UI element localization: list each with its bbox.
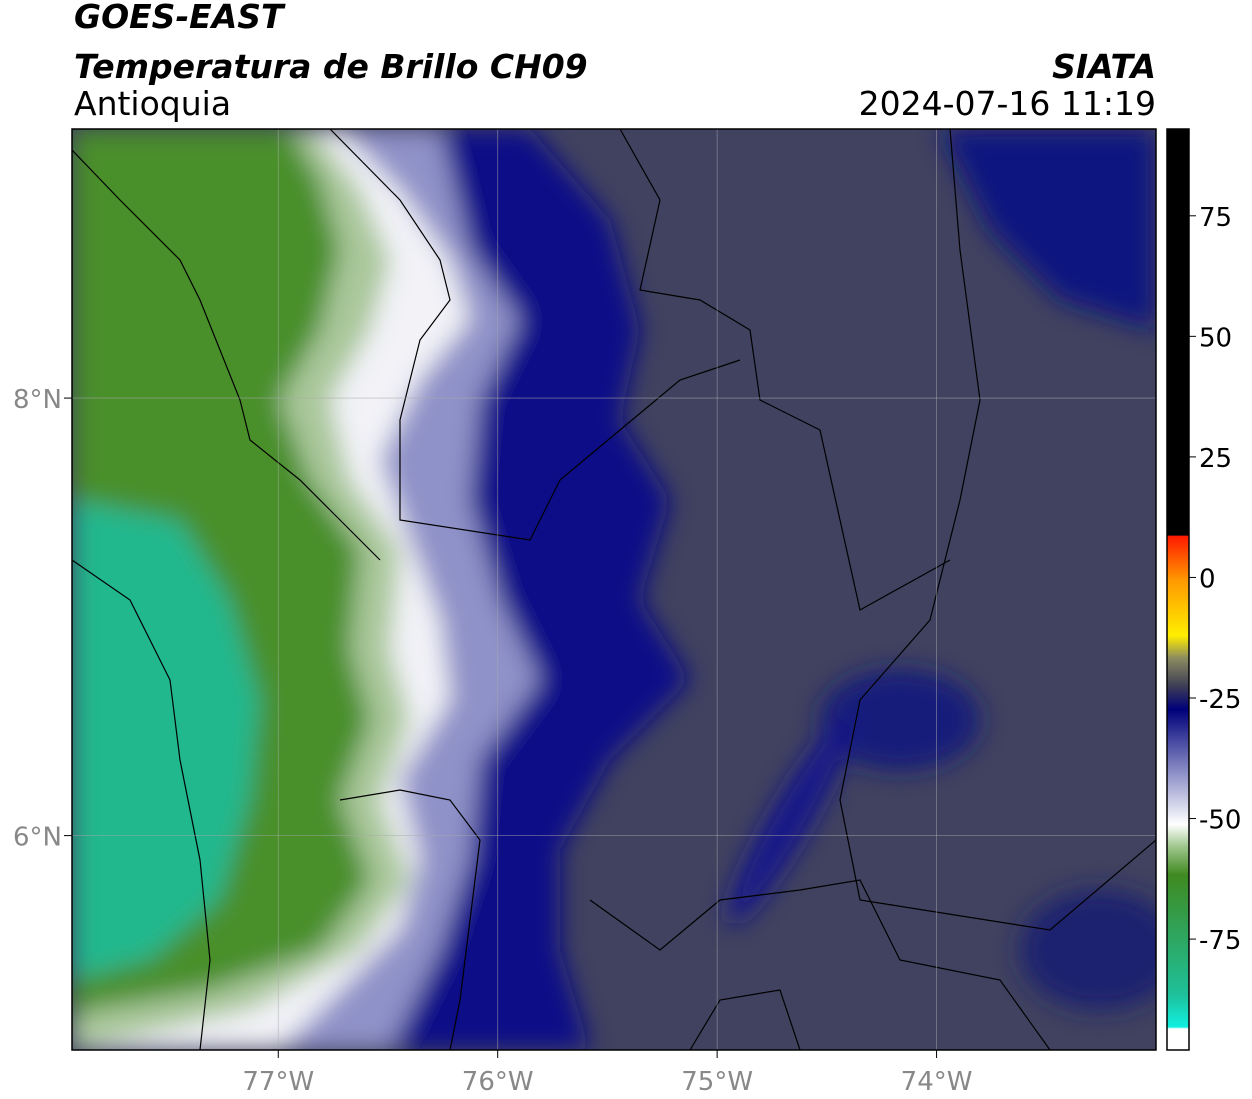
colorbar-tick-label: 75	[1199, 203, 1232, 233]
map-frame	[71, 128, 1157, 1051]
y-tick-label: 8°N	[13, 385, 62, 415]
region: Antioquia	[74, 84, 231, 123]
graticule	[72, 129, 1156, 1050]
y-tick-label: 6°N	[13, 823, 62, 853]
colorbar-tick-label: 25	[1199, 444, 1232, 474]
datetime: 2024-07-16 11:19	[859, 84, 1156, 123]
colorbar-tick-label: 50	[1199, 323, 1232, 353]
x-tick-label: 75°W	[681, 1067, 753, 1097]
colorbar-tick-label: -50	[1199, 806, 1241, 836]
subtitle: Temperatura de Brillo CH09	[74, 47, 588, 86]
x-tick-label: 74°W	[901, 1067, 973, 1097]
x-tick-label: 76°W	[462, 1067, 534, 1097]
colorbar-tick-label: -25	[1199, 685, 1241, 715]
colorbar	[1166, 128, 1190, 1051]
satellite-image	[72, 129, 1156, 1050]
colorbar-tick-label: -75	[1199, 926, 1241, 956]
x-tick-label: 77°W	[242, 1067, 314, 1097]
title: GOES-EAST	[74, 0, 286, 36]
source: SIATA	[1052, 47, 1156, 86]
colorbar-tick-label: 0	[1199, 564, 1216, 594]
